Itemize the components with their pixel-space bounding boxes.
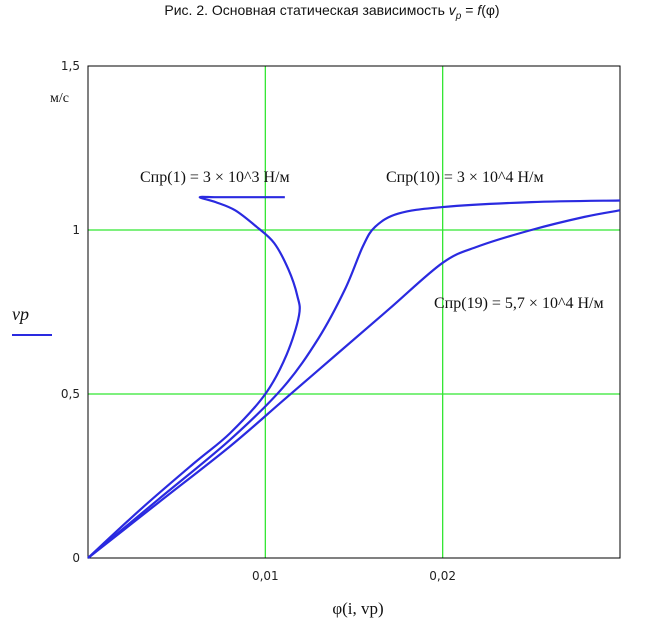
caption-var-sub: p bbox=[455, 10, 462, 22]
y-tick-label: 1,5 bbox=[61, 59, 80, 73]
y-tick-label: 0,5 bbox=[61, 387, 80, 401]
caption-text: Рис. 2. Основная статическая зависимость bbox=[164, 2, 445, 18]
x-tick-label: 0,01 bbox=[252, 569, 279, 583]
y-axis-label: vp bbox=[12, 304, 29, 324]
annotation-series-1: Cпр(1) = 3 × 10^3 Н/м bbox=[140, 169, 290, 186]
figure-caption: Рис. 2. Основная статическая зависимость… bbox=[0, 2, 664, 22]
y-ticks: 0 0,5 1 1,5 bbox=[61, 59, 80, 565]
series-group bbox=[87, 195, 621, 559]
x-axis-label: φ(i, vp) bbox=[332, 599, 383, 618]
plot-frame bbox=[87, 65, 621, 559]
caption-arg: (φ) bbox=[481, 2, 500, 18]
y-tick-label: 0 bbox=[72, 551, 80, 565]
annotation-series-2: Cпр(10) = 3 × 10^4 Н/м bbox=[386, 169, 544, 186]
y-unit-label: м/с bbox=[50, 91, 69, 106]
caption-eq: = bbox=[465, 2, 474, 18]
series-line-3 bbox=[87, 209, 621, 559]
x-ticks: 0,01 0,02 bbox=[252, 569, 456, 583]
caption-var: v bbox=[448, 2, 456, 18]
caption-func: f bbox=[477, 2, 482, 18]
annotation-series-3: Cпр(19) = 5,7 × 10^4 Н/м bbox=[434, 295, 604, 312]
x-tick-label: 0,02 bbox=[429, 569, 456, 583]
series-line-1 bbox=[87, 195, 301, 559]
y-tick-label: 1 bbox=[72, 223, 80, 237]
series-line-2 bbox=[87, 199, 621, 559]
